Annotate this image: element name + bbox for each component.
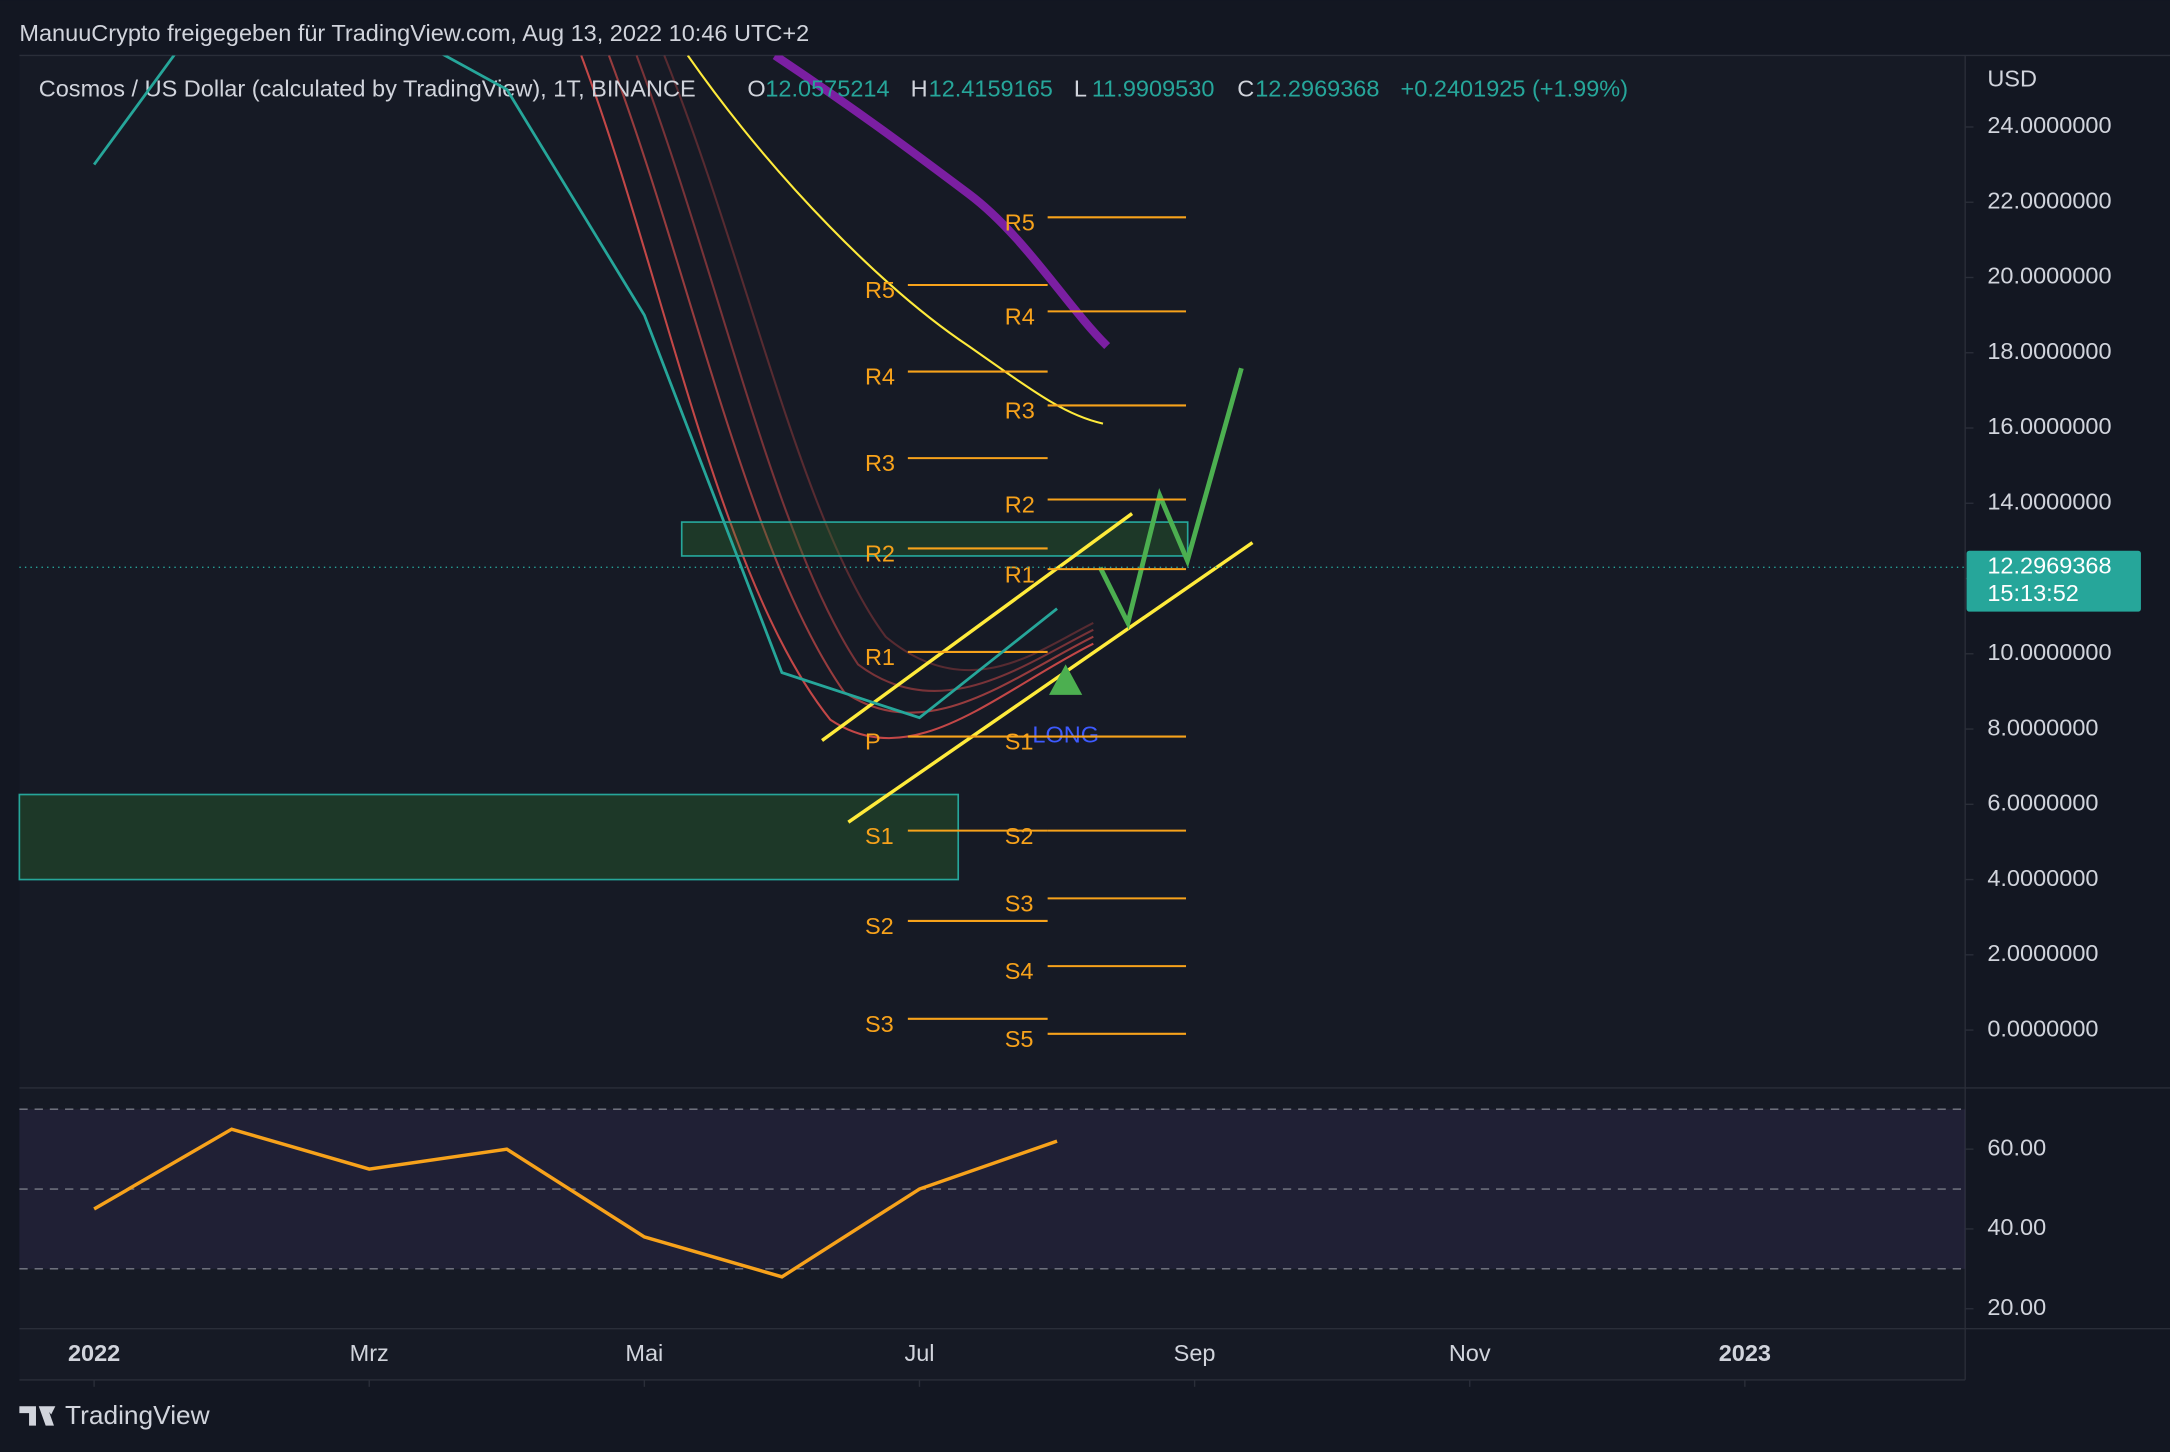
pivot-label: S1 xyxy=(865,823,894,849)
pivot-label: S2 xyxy=(865,913,894,939)
credit: ManuuCrypto freigegeben für TradingView.… xyxy=(19,20,809,46)
pivot-label: R3 xyxy=(865,450,895,476)
rsi-tick-label: 40.00 xyxy=(1987,1214,2046,1240)
ma-ribbon xyxy=(607,55,1094,714)
projection xyxy=(1098,367,1244,630)
pivot-label: S1 xyxy=(1005,729,1034,755)
x-tick-label: 2022 xyxy=(68,1340,120,1366)
annotation: LONG xyxy=(1032,722,1099,748)
pivot-label: R5 xyxy=(1005,209,1035,235)
symbol: Cosmos / US Dollar (calculated by Tradin… xyxy=(39,75,696,101)
currency: USD xyxy=(1987,66,2037,92)
ohlc-key: L xyxy=(1074,75,1087,101)
y-tick-label: 10.0000000 xyxy=(1987,639,2111,665)
y-tick-label: 24.0000000 xyxy=(1987,112,2111,138)
channel-line xyxy=(847,541,1254,824)
x-tick-label: Mai xyxy=(625,1340,663,1366)
pivot-label: R5 xyxy=(865,277,895,303)
x-tick-label: Sep xyxy=(1174,1340,1216,1366)
price-line xyxy=(92,55,1058,720)
pivot-label: S3 xyxy=(1005,891,1034,917)
rsi-tick-label: 20.00 xyxy=(1987,1294,2046,1320)
ohlc-value: 12.0575214 xyxy=(765,75,889,101)
ohlc-key: O xyxy=(747,75,765,101)
y-tick-label: 4.0000000 xyxy=(1987,865,2098,891)
y-tick-label: 6.0000000 xyxy=(1987,790,2098,816)
price-tag-label: 12.2969368 xyxy=(1987,553,2111,579)
pivot-label: R1 xyxy=(865,644,895,670)
y-tick-label: 16.0000000 xyxy=(1987,413,2111,439)
pivot-label: R1 xyxy=(1005,561,1035,587)
rsi-tick-label: 60.00 xyxy=(1987,1134,2046,1160)
rsi-line xyxy=(93,1127,1058,1279)
zone xyxy=(18,793,960,881)
ma-ribbon xyxy=(580,55,1094,739)
brand: TradingView xyxy=(65,1400,211,1430)
x-tick-label: 2023 xyxy=(1719,1340,1771,1366)
ma-ribbon xyxy=(663,55,1094,672)
moving-average xyxy=(772,55,1111,350)
plot-background xyxy=(19,55,1966,1380)
zone xyxy=(680,521,1189,557)
y-tick-label: 22.0000000 xyxy=(1987,187,2111,213)
y-tick-label: 0.0000000 xyxy=(1987,1015,2098,1041)
price-group xyxy=(92,55,1058,720)
pivot-label: S3 xyxy=(865,1011,894,1037)
pivot-label: R4 xyxy=(1005,304,1035,330)
x-tick-label: Mrz xyxy=(350,1340,389,1366)
pivot-label: S5 xyxy=(1005,1026,1034,1052)
pivot-label: R2 xyxy=(1005,492,1035,518)
change: +0.2401925 (+1.99%) xyxy=(1401,75,1628,101)
ohlc-key: C xyxy=(1237,75,1254,101)
ohlc-value: 11.9909530 xyxy=(1092,75,1215,101)
pivot-label: S2 xyxy=(1005,823,1034,849)
pivot-label: P xyxy=(865,729,881,755)
ohlc-value: 12.2969368 xyxy=(1255,75,1379,101)
y-tick-label: 8.0000000 xyxy=(1987,714,2098,740)
long-arrow xyxy=(1049,664,1083,695)
y-tick-label: 20.0000000 xyxy=(1987,263,2111,289)
pivot-label: R4 xyxy=(865,364,895,390)
y-tick-label: 14.0000000 xyxy=(1987,488,2111,514)
y-tick-label: 18.0000000 xyxy=(1987,338,2111,364)
price-tag xyxy=(1966,550,2141,612)
rsi-group xyxy=(93,1127,1058,1279)
x-tick-label: Nov xyxy=(1449,1340,1491,1366)
countdown: 15:13:52 xyxy=(1987,580,2079,606)
ohlc-value: 12.4159165 xyxy=(929,75,1053,101)
ma-ribbon xyxy=(635,55,1094,692)
logo xyxy=(19,1406,56,1426)
pivot-label: R3 xyxy=(1005,398,1035,424)
ohlc-key: H xyxy=(911,75,928,101)
pivot-label: S4 xyxy=(1005,958,1034,984)
y-tick-label: 2.0000000 xyxy=(1987,940,2098,966)
x-tick-label: Jul xyxy=(904,1340,934,1366)
pivot-label: R2 xyxy=(865,541,895,567)
